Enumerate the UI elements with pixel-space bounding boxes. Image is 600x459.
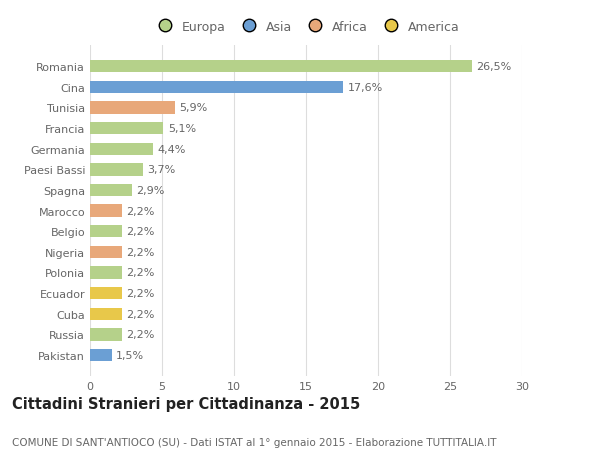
Bar bbox=[90, 329, 122, 341]
Text: 2,2%: 2,2% bbox=[126, 247, 154, 257]
Text: 26,5%: 26,5% bbox=[476, 62, 511, 72]
Text: 3,7%: 3,7% bbox=[148, 165, 176, 175]
Text: 5,9%: 5,9% bbox=[179, 103, 208, 113]
Text: 17,6%: 17,6% bbox=[348, 83, 383, 93]
Text: 2,9%: 2,9% bbox=[136, 185, 164, 196]
Bar bbox=[90, 61, 472, 73]
Text: 2,2%: 2,2% bbox=[126, 330, 154, 340]
Text: 1,5%: 1,5% bbox=[116, 350, 144, 360]
Text: 2,2%: 2,2% bbox=[126, 309, 154, 319]
Bar bbox=[90, 82, 343, 94]
Text: 4,4%: 4,4% bbox=[158, 145, 186, 154]
Text: 2,2%: 2,2% bbox=[126, 268, 154, 278]
Text: 2,2%: 2,2% bbox=[126, 227, 154, 237]
Text: 2,2%: 2,2% bbox=[126, 288, 154, 298]
Bar bbox=[90, 205, 122, 217]
Bar bbox=[90, 164, 143, 176]
Bar bbox=[90, 123, 163, 135]
Bar bbox=[90, 308, 122, 320]
Bar bbox=[90, 349, 112, 361]
Text: 2,2%: 2,2% bbox=[126, 206, 154, 216]
Legend: Europa, Asia, Africa, America: Europa, Asia, Africa, America bbox=[147, 16, 465, 39]
Text: COMUNE DI SANT'ANTIOCO (SU) - Dati ISTAT al 1° gennaio 2015 - Elaborazione TUTTI: COMUNE DI SANT'ANTIOCO (SU) - Dati ISTAT… bbox=[12, 437, 497, 447]
Text: Cittadini Stranieri per Cittadinanza - 2015: Cittadini Stranieri per Cittadinanza - 2… bbox=[12, 397, 360, 412]
Bar bbox=[90, 246, 122, 258]
Bar bbox=[90, 102, 175, 114]
Bar bbox=[90, 267, 122, 279]
Bar bbox=[90, 287, 122, 300]
Text: 5,1%: 5,1% bbox=[168, 124, 196, 134]
Bar bbox=[90, 225, 122, 238]
Bar bbox=[90, 143, 154, 156]
Bar bbox=[90, 185, 132, 197]
